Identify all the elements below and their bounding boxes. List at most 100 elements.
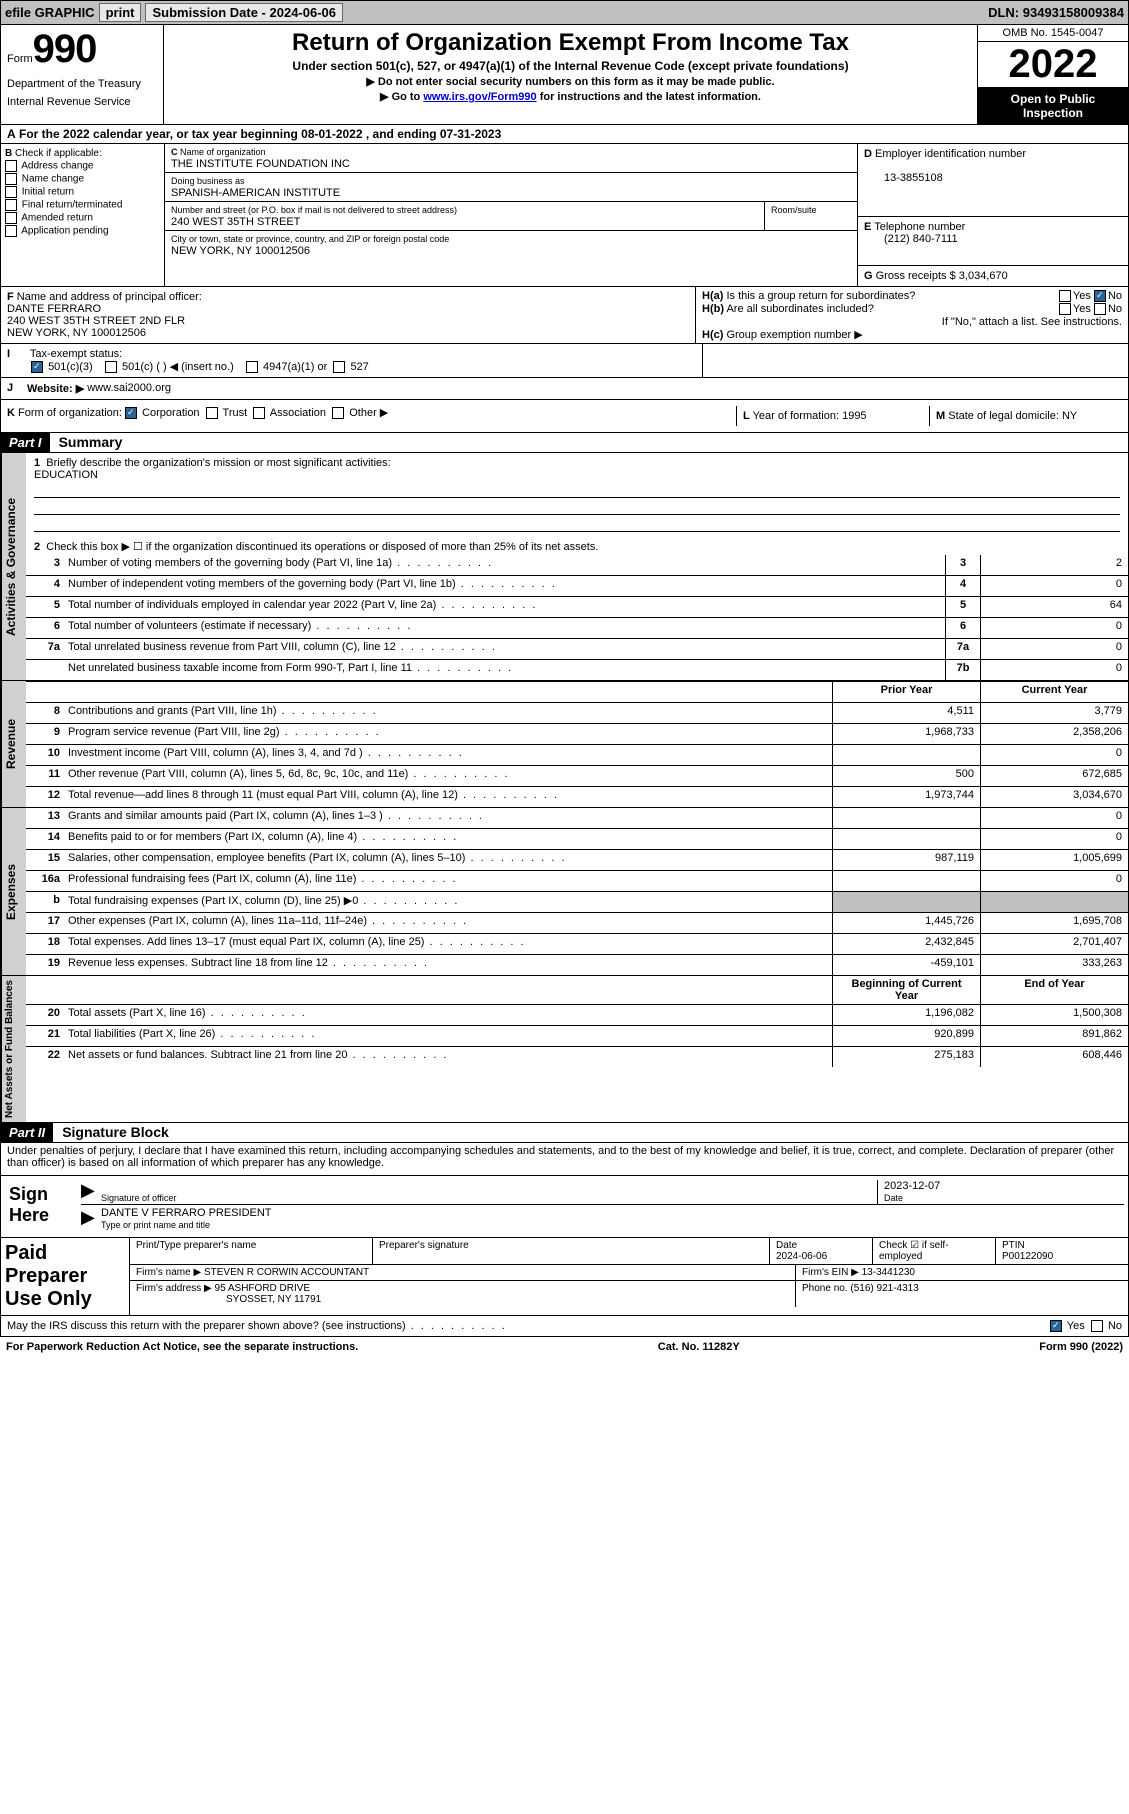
box-b-item: Address change xyxy=(5,160,160,172)
website-value: www.sai2000.org xyxy=(87,382,171,395)
527-checkbox[interactable] xyxy=(333,361,345,373)
officer-name: DANTE V FERRARO PRESIDENT xyxy=(101,1207,272,1219)
box-c-name-address: C Name of organization THE INSTITUTE FOU… xyxy=(165,144,857,286)
firm-ein: 13-3441230 xyxy=(862,1267,915,1278)
checkbox[interactable] xyxy=(5,199,17,211)
top-toolbar: efile GRAPHIC print Submission Date - 20… xyxy=(0,0,1129,25)
org-street: 240 WEST 35TH STREET xyxy=(171,216,300,228)
checkbox[interactable] xyxy=(5,186,17,198)
net-assets-section: Net Assets or Fund Balances Beginning of… xyxy=(0,976,1129,1123)
subtitle-1: Under section 501(c), 527, or 4947(a)(1)… xyxy=(168,59,973,73)
summary-line: 9Program service revenue (Part VIII, lin… xyxy=(26,724,1128,745)
summary-line: 22Net assets or fund balances. Subtract … xyxy=(26,1047,1128,1067)
signature-arrow-icon: ▶ xyxy=(81,1180,101,1204)
dln-label: DLN: 93493158009384 xyxy=(988,5,1124,20)
cat-no: Cat. No. 11282Y xyxy=(658,1341,740,1353)
submission-date-box: Submission Date - 2024-06-06 xyxy=(145,3,343,22)
part-1-header: Part I Summary xyxy=(0,433,1129,453)
dept-treasury: Department of the Treasury xyxy=(7,78,157,90)
box-b-item: Name change xyxy=(5,173,160,185)
org-assoc-checkbox[interactable] xyxy=(253,407,265,419)
summary-line: 20Total assets (Part X, line 16)1,196,08… xyxy=(26,1005,1128,1026)
box-b-item: Amended return xyxy=(5,212,160,224)
form-footer: Form 990 (2022) xyxy=(1039,1341,1123,1353)
org-other-checkbox[interactable] xyxy=(332,407,344,419)
footer-line: For Paperwork Reduction Act Notice, see … xyxy=(0,1337,1129,1357)
gross-receipts: 3,034,670 xyxy=(959,270,1008,282)
phone-value: (212) 840-7111 xyxy=(884,233,958,245)
form-header: Form990 Department of the Treasury Inter… xyxy=(0,25,1129,125)
h-b-no-checkbox[interactable] xyxy=(1094,303,1106,315)
year-cell: OMB No. 1545-0047 2022 Open to Public In… xyxy=(977,25,1128,124)
ptin-value: P00122090 xyxy=(1002,1251,1053,1262)
mission-text: EDUCATION xyxy=(34,469,98,481)
title-cell: Return of Organization Exempt From Incom… xyxy=(164,25,977,124)
box-i-tax-status: I Tax-exempt status: 501(c)(3) 501(c) ( … xyxy=(0,344,1129,378)
omb-number: OMB No. 1545-0047 xyxy=(978,25,1128,42)
side-label-governance: Activities & Governance xyxy=(1,453,26,680)
checkbox[interactable] xyxy=(5,225,17,237)
signature-declaration: Under penalties of perjury, I declare th… xyxy=(0,1143,1129,1176)
print-button[interactable]: print xyxy=(99,3,142,22)
subtitle-2: Do not enter social security numbers on … xyxy=(168,75,973,88)
section-a-tax-year: A For the 2022 calendar year, or tax yea… xyxy=(0,125,1129,144)
org-trust-checkbox[interactable] xyxy=(206,407,218,419)
discuss-yes-checkbox[interactable] xyxy=(1050,1320,1062,1332)
summary-line: bTotal fundraising expenses (Part IX, co… xyxy=(26,892,1128,913)
side-label-revenue: Revenue xyxy=(1,681,26,807)
efile-label: efile GRAPHIC xyxy=(5,5,95,20)
discuss-with-preparer: May the IRS discuss this return with the… xyxy=(0,1316,1129,1337)
summary-line: 13Grants and similar amounts paid (Part … xyxy=(26,808,1128,829)
side-label-expenses: Expenses xyxy=(1,808,26,975)
box-h: H(a) Is this a group return for subordin… xyxy=(696,287,1128,343)
summary-line: 18Total expenses. Add lines 13–17 (must … xyxy=(26,934,1128,955)
org-dba: SPANISH-AMERICAN INSTITUTE xyxy=(171,187,340,199)
org-name: THE INSTITUTE FOUNDATION INC xyxy=(171,158,350,170)
summary-line: 12Total revenue—add lines 8 through 11 (… xyxy=(26,787,1128,807)
firm-phone: (516) 921-4313 xyxy=(850,1283,918,1294)
h-a-no-checkbox[interactable] xyxy=(1094,290,1106,302)
form990-link[interactable]: www.irs.gov/Form990 xyxy=(423,91,536,103)
box-b-checkboxes: B Check if applicable: Address change Na… xyxy=(1,144,165,286)
checkbox[interactable] xyxy=(5,173,17,185)
501c-checkbox[interactable] xyxy=(105,361,117,373)
governance-section: Activities & Governance 1 Briefly descri… xyxy=(0,453,1129,681)
checkbox[interactable] xyxy=(5,160,17,172)
subtitle-3: Go to www.irs.gov/Form990 for instructio… xyxy=(168,90,973,103)
box-f-officer: F Name and address of principal officer:… xyxy=(1,287,696,343)
summary-line: 3Number of voting members of the governi… xyxy=(26,555,1128,576)
summary-line: 7aTotal unrelated business revenue from … xyxy=(26,639,1128,660)
summary-line: 11Other revenue (Part VIII, column (A), … xyxy=(26,766,1128,787)
org-city: NEW YORK, NY 100012506 xyxy=(171,245,310,257)
signature-date: 2023-12-07 xyxy=(884,1180,940,1192)
summary-line: 15Salaries, other compensation, employee… xyxy=(26,850,1128,871)
discuss-no-checkbox[interactable] xyxy=(1091,1320,1103,1332)
side-label-netassets: Net Assets or Fund Balances xyxy=(1,976,26,1122)
h-b-yes-checkbox[interactable] xyxy=(1059,303,1071,315)
summary-line: 16aProfessional fundraising fees (Part I… xyxy=(26,871,1128,892)
checkbox[interactable] xyxy=(5,212,17,224)
501c3-checkbox[interactable] xyxy=(31,361,43,373)
form-number-cell: Form990 Department of the Treasury Inter… xyxy=(1,25,164,124)
summary-line: Net unrelated business taxable income fr… xyxy=(26,660,1128,680)
col-prior-year: Prior Year xyxy=(832,682,980,702)
paid-preparer-block: Paid Preparer Use Only Print/Type prepar… xyxy=(0,1238,1129,1316)
summary-line: 17Other expenses (Part IX, column (A), l… xyxy=(26,913,1128,934)
4947-checkbox[interactable] xyxy=(246,361,258,373)
summary-line: 14Benefits paid to or for members (Part … xyxy=(26,829,1128,850)
h-a-yes-checkbox[interactable] xyxy=(1059,290,1071,302)
org-corp-checkbox[interactable] xyxy=(125,407,137,419)
entity-info-block: B Check if applicable: Address change Na… xyxy=(0,144,1129,287)
box-k-l-m: K Form of organization: Corporation Trus… xyxy=(0,400,1129,433)
summary-line: 19Revenue less expenses. Subtract line 1… xyxy=(26,955,1128,975)
summary-line: 6Total number of volunteers (estimate if… xyxy=(26,618,1128,639)
preparer-date: 2024-06-06 xyxy=(776,1251,827,1262)
box-b-item: Final return/terminated xyxy=(5,199,160,211)
box-b-item: Initial return xyxy=(5,186,160,198)
box-j-website: J Website: ▶ www.sai2000.org xyxy=(0,378,1129,400)
dept-irs: Internal Revenue Service xyxy=(7,96,157,108)
sign-here-block: Sign Here ▶ Signature of officer 2023-12… xyxy=(0,1176,1129,1238)
box-b-item: Application pending xyxy=(5,225,160,237)
col-current-year: Current Year xyxy=(980,682,1128,702)
summary-line: 5Total number of individuals employed in… xyxy=(26,597,1128,618)
